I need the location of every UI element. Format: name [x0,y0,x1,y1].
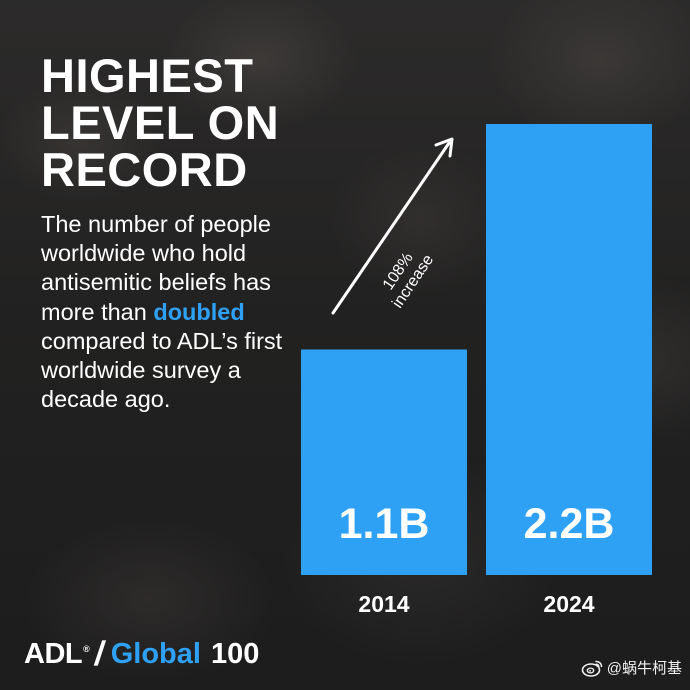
logo-number-text: 100 [210,637,260,670]
description-text: The number of people worldwide who hold … [41,210,291,414]
bar-2014 [301,349,467,575]
headline-line: RECORD [41,143,248,196]
weibo-icon [581,660,603,677]
description-highlight: doubled [153,298,245,325]
adl-global-100-logo: ADL® / Global 100 [24,634,260,673]
increase-annotation: 108%increase [374,242,437,312]
headline-line: LEVEL ON [41,96,280,149]
increase-arrow [331,137,454,315]
x-tick-label: 2014 [358,591,409,617]
bar-value-label: 1.1B [339,500,430,548]
description-after: compared to ADL’s first worldwide survey… [41,327,283,413]
description-before: The number of people worldwide who hold … [41,211,271,325]
x-tick-label: 2024 [543,591,594,617]
logo-slash: / [92,634,108,673]
bar-2024 [486,124,652,575]
logo-adl-text: ADL® [24,637,90,670]
headline: HIGHEST LEVEL ON RECORD [41,52,311,193]
bar-value-label: 2.2B [524,500,615,548]
logo-global-text: Global [110,637,201,670]
watermark: @蜗牛柯基 [581,657,682,678]
watermark-text: @蜗牛柯基 [606,660,682,677]
headline-line: HIGHEST [41,49,254,102]
